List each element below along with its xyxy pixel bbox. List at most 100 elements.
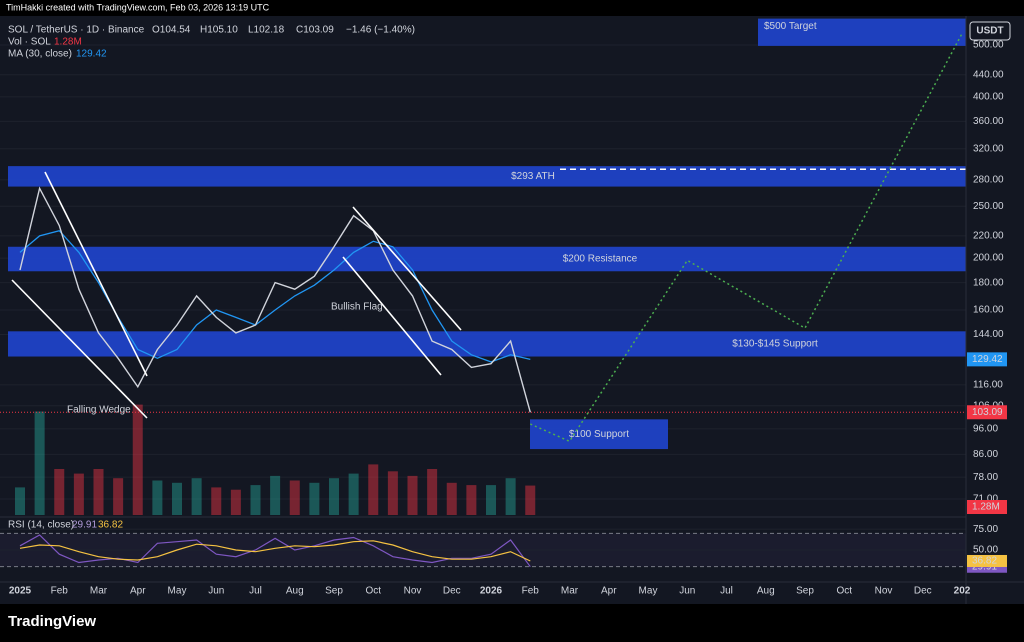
zone <box>758 18 966 46</box>
currency-box[interactable] <box>969 21 1011 41</box>
y-tick-label: 200.00 <box>973 253 1004 264</box>
volume-bar <box>93 469 104 515</box>
x-tick-label: Oct <box>365 586 381 597</box>
y-tick-label: 180.00 <box>973 277 1004 288</box>
y-tick-label: 96.00 <box>973 423 998 434</box>
volume-bar <box>505 478 516 515</box>
ohlc-value: C103.09 <box>296 25 334 36</box>
zone <box>8 331 966 357</box>
trend-lines <box>11 171 462 419</box>
zone-label: $500 Target <box>764 21 817 32</box>
x-tick-label: Nov <box>875 586 893 597</box>
volume-bar <box>15 487 25 515</box>
volume-bar <box>387 471 398 515</box>
volume-bar <box>172 482 182 515</box>
x-tick-label: Feb <box>51 586 69 597</box>
rsi-line <box>19 540 531 562</box>
volume-bar <box>54 469 65 515</box>
volume-bar <box>348 473 359 515</box>
x-tick-label: Nov <box>404 586 422 597</box>
y-tick-label: 320.00 <box>973 143 1004 154</box>
volume-bar <box>309 482 320 515</box>
y-tick-label: 360.00 <box>973 116 1004 127</box>
volume-bar <box>329 478 339 515</box>
volume-badge: 1.28M <box>972 502 1000 513</box>
x-tick-label: Mar <box>90 586 108 597</box>
x-tick-label: Apr <box>601 586 617 597</box>
volume-bar <box>211 487 222 515</box>
y-tick-label: 500.00 <box>973 40 1004 51</box>
x-tick-label: 2026 <box>480 586 503 597</box>
zone-label: $293 ATH <box>511 171 555 182</box>
rsi-tick-label: 50.00 <box>973 545 998 556</box>
y-tick-label: 116.00 <box>973 379 1003 390</box>
volume-bar <box>525 485 536 515</box>
volume-bar <box>446 482 457 515</box>
rsi-tick-label: 75.00 <box>973 524 998 535</box>
zone <box>8 246 966 272</box>
rsi-legend-value: 29.91 <box>72 520 97 531</box>
volume-bar <box>250 485 261 515</box>
ma-legend-value: 129.42 <box>76 49 107 60</box>
volume-bar <box>466 485 477 515</box>
x-tick-label: Jul <box>720 586 733 597</box>
volume-bar <box>368 464 379 515</box>
x-tick-label: Aug <box>286 586 304 597</box>
price-line <box>19 186 531 413</box>
volume-bar <box>289 480 300 515</box>
x-tick-label: Jun <box>679 586 695 597</box>
y-tick-label: 440.00 <box>973 69 1004 80</box>
volume-bar <box>230 489 241 515</box>
x-tick-label: Oct <box>836 586 852 597</box>
rsi-badge: 36.82 <box>972 556 997 567</box>
flag-line <box>352 206 462 331</box>
x-tick-label: Sep <box>325 586 343 597</box>
volume-bar <box>73 473 84 515</box>
volume-bar <box>407 475 418 515</box>
x-tick-label: Feb <box>522 586 540 597</box>
x-tick-label: Dec <box>914 586 932 597</box>
x-tick-label: Jul <box>249 586 262 597</box>
x-tick-label: May <box>639 586 658 597</box>
ma-badge-bg <box>967 352 1007 367</box>
volume-bar <box>427 469 438 515</box>
volume-bar <box>152 480 163 515</box>
volume-bar <box>34 411 45 515</box>
price-badge: 103.09 <box>972 407 1003 418</box>
ohlc-value: O104.54 <box>152 25 191 36</box>
credit: TimHakki created with TradingView.com, F… <box>6 2 270 12</box>
ma-badge: 129.42 <box>972 354 1003 365</box>
y-tick-label: 144.00 <box>973 329 1004 340</box>
x-tick-label: Aug <box>757 586 775 597</box>
y-tick-label: 250.00 <box>973 201 1004 212</box>
y-tick-label: 400.00 <box>973 92 1004 103</box>
zone-label: $130-$145 Support <box>732 339 818 350</box>
wedge-line <box>44 171 148 377</box>
rsi-line <box>19 534 531 568</box>
volume-legend-value: 1.28M <box>54 37 82 48</box>
plot: $500 Target $293 ATH $200 Resistance $130-$… <box>0 18 966 568</box>
y-tick-label: 280.00 <box>973 174 1004 185</box>
x-tick-label: 202 <box>954 586 971 597</box>
volume-badge-bg <box>967 500 1007 514</box>
zone-label: $200 Resistance <box>563 254 638 265</box>
volume-bar <box>113 478 124 515</box>
y-tick-label: 71.00 <box>973 494 998 505</box>
ohlc-value: L102.18 <box>248 25 285 36</box>
x-tick-label: Jun <box>208 586 224 597</box>
volume-legend: Vol · SOL <box>8 37 51 48</box>
zone-label: $100 Support <box>569 429 629 440</box>
y-tick-label: 86.00 <box>973 449 998 460</box>
ohlc-value: −1.46 (−1.40%) <box>346 25 415 36</box>
ma-legend: MA (30, close) <box>8 49 72 60</box>
zone <box>530 419 668 450</box>
ohlc-value: H105.10 <box>200 25 238 36</box>
volume-bar <box>191 478 202 515</box>
rsi-ma-legend-value: 36.82 <box>98 520 123 531</box>
annotation: Bullish Flag <box>331 302 383 313</box>
x-tick-label: May <box>168 586 187 597</box>
x-tick-label: 2025 <box>9 586 32 597</box>
zone <box>8 166 966 187</box>
